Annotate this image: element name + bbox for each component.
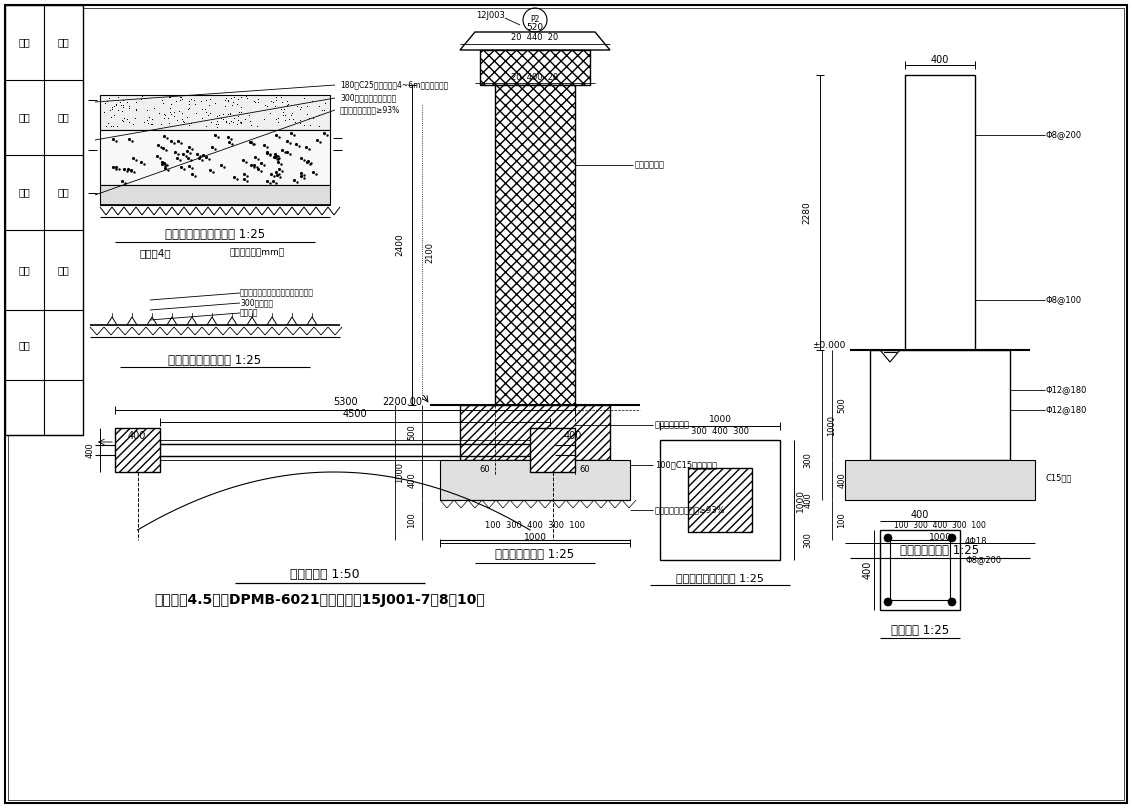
Text: 钢筋混凝土结构: 钢筋混凝土结构 — [655, 420, 691, 430]
Text: 图号: 图号 — [18, 265, 29, 275]
Text: 4Φ18: 4Φ18 — [964, 537, 987, 546]
Text: 400: 400 — [911, 510, 929, 520]
Text: 100: 100 — [838, 512, 847, 528]
Text: 4500: 4500 — [343, 409, 367, 419]
Bar — [100, 185, 331, 205]
Text: 素基整压，压实度≥93%: 素基整压，压实度≥93% — [340, 106, 401, 115]
Text: 100  300  400  300  100: 100 300 400 300 100 — [894, 520, 986, 529]
Text: 300: 300 — [804, 452, 813, 469]
Text: 道路宽4米: 道路宽4米 — [140, 248, 172, 258]
Text: 300: 300 — [804, 532, 813, 548]
Text: C15垫层: C15垫层 — [1045, 473, 1071, 482]
Text: 100: 100 — [408, 512, 417, 528]
Bar — [115, 444, 575, 456]
Text: 基础剖面配筋图 1:25: 基础剖面配筋图 1:25 — [900, 544, 979, 557]
Text: 5300: 5300 — [333, 397, 358, 407]
Text: 素土夯实，压实系数≥93%: 素土夯实，压实系数≥93% — [655, 506, 726, 515]
Bar — [460, 405, 610, 460]
Text: 素土夯实: 素土夯实 — [240, 309, 258, 318]
Text: 400: 400 — [128, 431, 146, 441]
Text: 大门立柱基础平面图 1:25: 大门立柱基础平面图 1:25 — [676, 573, 764, 583]
Text: 100  300  400  300  100: 100 300 400 300 100 — [484, 520, 585, 529]
Text: 500: 500 — [408, 425, 417, 440]
Text: 400: 400 — [86, 442, 94, 458]
Bar — [100, 95, 331, 130]
Circle shape — [884, 534, 892, 542]
Bar — [660, 440, 780, 560]
Text: 1000: 1000 — [523, 532, 547, 541]
Text: 300厚种植土: 300厚种植土 — [240, 298, 273, 308]
Text: 100厚C15混凝土垫层: 100厚C15混凝土垫层 — [655, 461, 718, 469]
Bar — [5, 5, 83, 435]
Text: 审核: 审核 — [18, 37, 29, 48]
Text: ±0.000: ±0.000 — [812, 340, 844, 350]
Text: 500: 500 — [838, 397, 847, 413]
Text: 大门立柱剖面图 1:25: 大门立柱剖面图 1:25 — [496, 549, 575, 562]
Circle shape — [947, 598, 957, 606]
Bar — [495, 85, 575, 405]
Text: 大门平面图 1:50: 大门平面图 1:50 — [290, 569, 360, 582]
Text: 1000: 1000 — [827, 415, 837, 436]
Text: 工种: 工种 — [57, 187, 69, 197]
Text: 2280: 2280 — [803, 201, 812, 224]
Text: 20  400  20: 20 400 20 — [512, 73, 558, 82]
Text: 12J003: 12J003 — [477, 11, 505, 19]
Text: （绘制单位：mm）: （绘制单位：mm） — [230, 249, 285, 258]
Text: 2100: 2100 — [426, 242, 435, 263]
Text: 车行混凝土路面大样图 1:25: 车行混凝土路面大样图 1:25 — [165, 229, 265, 242]
Text: 制图: 制图 — [18, 187, 29, 197]
Text: 1000: 1000 — [709, 415, 731, 424]
Text: Φ8@200: Φ8@200 — [1045, 131, 1081, 140]
Text: 日期: 日期 — [18, 340, 29, 350]
Text: 60: 60 — [580, 465, 590, 474]
Bar — [480, 50, 590, 85]
Text: 400: 400 — [564, 431, 582, 441]
Text: 180厚C25混凝土，按4~6m分仓菱格浇筑: 180厚C25混凝土，按4~6m分仓菱格浇筑 — [340, 81, 448, 90]
Text: 1000: 1000 — [395, 462, 404, 483]
Text: 马尼拉草种植大样图 1:25: 马尼拉草种植大样图 1:25 — [169, 354, 261, 367]
Text: 400: 400 — [931, 55, 950, 65]
Bar — [440, 460, 631, 500]
Bar — [844, 460, 1035, 500]
Text: 柱配筋图 1:25: 柱配筋图 1:25 — [891, 624, 949, 637]
Text: 60: 60 — [480, 465, 490, 474]
Text: 20  440  20: 20 440 20 — [512, 33, 558, 43]
Bar — [115, 428, 160, 472]
Text: 400: 400 — [408, 472, 417, 488]
Circle shape — [947, 534, 957, 542]
Bar — [904, 75, 975, 350]
Text: 水泥砂浆抹面: 水泥砂浆抹面 — [635, 161, 664, 170]
Text: 比例: 比例 — [57, 265, 69, 275]
Text: 审定: 审定 — [57, 112, 69, 123]
Bar — [880, 530, 960, 610]
Text: 1000: 1000 — [928, 532, 952, 541]
Text: Φ8@100: Φ8@100 — [1045, 296, 1081, 305]
Text: Φ12@180: Φ12@180 — [1045, 385, 1087, 394]
Bar — [890, 540, 950, 600]
Text: 2400: 2400 — [395, 234, 404, 256]
Text: P2: P2 — [530, 15, 540, 24]
Bar — [100, 130, 331, 185]
Text: 400: 400 — [838, 472, 847, 488]
Text: 2200.00: 2200.00 — [381, 397, 422, 407]
Text: 300厚天然级配砂石垫层: 300厚天然级配砂石垫层 — [340, 94, 396, 103]
Text: 300  400  300: 300 400 300 — [691, 427, 749, 436]
Text: 马尼拉草坪（高矮一致，疏密均匀）: 马尼拉草坪（高矮一致，疏密均匀） — [240, 288, 314, 297]
Text: 520: 520 — [526, 23, 543, 32]
Circle shape — [884, 598, 892, 606]
Bar — [688, 468, 752, 532]
Text: 400: 400 — [863, 561, 873, 579]
Bar — [530, 428, 575, 472]
Text: 设计: 设计 — [57, 37, 69, 48]
Text: 1000: 1000 — [796, 489, 805, 511]
Text: 主大门（4.5米）DPMB-6021做法详图集15J001-7、8、10页: 主大门（4.5米）DPMB-6021做法详图集15J001-7、8、10页 — [155, 593, 486, 607]
Text: 校对: 校对 — [18, 112, 29, 123]
Text: 400: 400 — [804, 492, 813, 508]
Text: Φ8@200: Φ8@200 — [964, 556, 1001, 565]
Text: Φ12@180: Φ12@180 — [1045, 406, 1087, 415]
Bar — [871, 350, 1010, 460]
